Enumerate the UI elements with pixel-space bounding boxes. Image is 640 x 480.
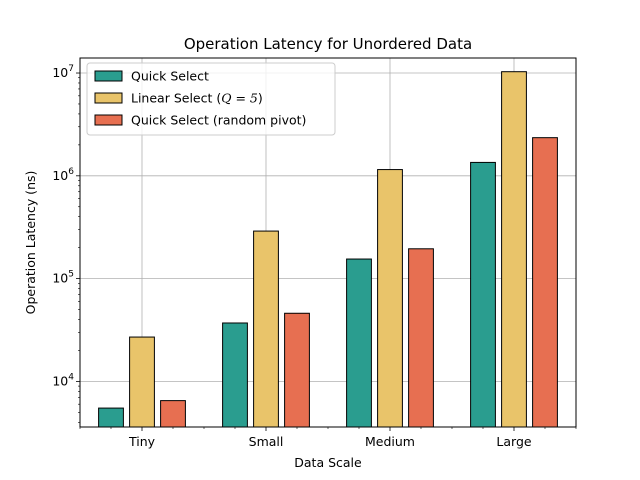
legend-label-math: Q = 5 — [221, 91, 258, 106]
x-tick-label: Large — [496, 434, 531, 449]
legend-label-prefix: Linear Select ( — [131, 91, 221, 106]
y-tick-label-base: 10 — [52, 271, 68, 286]
chart-title: Operation Latency for Unordered Data — [184, 35, 472, 53]
legend: Quick Select Linear Select (Q = 5) Quick S… — [86, 62, 336, 136]
bar-series-2-medium — [408, 248, 434, 428]
bar-series-0-medium — [346, 258, 372, 428]
bar-series-1-small — [253, 230, 279, 428]
y-tick-label-base: 10 — [52, 168, 68, 183]
x-tick-label: Small — [249, 434, 284, 449]
y-tick-label-exponent: 4 — [68, 372, 74, 382]
bar-series-1-large — [501, 71, 527, 428]
y-tick-label-base: 10 — [52, 373, 68, 388]
legend-label-suffix: ) — [258, 91, 263, 106]
y-tick-label: 107 — [52, 64, 74, 80]
bar-series-1-medium — [377, 169, 403, 428]
bar-series-0-tiny — [98, 407, 124, 428]
legend-swatch — [94, 70, 123, 82]
y-tick-label: 104 — [52, 372, 74, 388]
x-tick-label: Tiny — [128, 434, 156, 449]
y-tick-label-exponent: 6 — [68, 167, 74, 177]
legend-label: Quick Select — [131, 69, 209, 84]
bar-series-2-large — [532, 137, 558, 428]
y-tick-label-base: 10 — [52, 65, 68, 80]
y-tick-label: 105 — [52, 270, 74, 286]
legend-label: Linear Select (Q = 5) — [131, 91, 263, 106]
y-tick-label: 106 — [52, 167, 74, 183]
legend-swatch — [94, 114, 123, 126]
y-axis-label: Operation Latency (ns) — [23, 171, 38, 315]
legend-frame — [86, 62, 336, 136]
bar-series-0-large — [470, 161, 496, 428]
bar-series-2-small — [284, 312, 310, 428]
bar-series-2-tiny — [160, 400, 186, 428]
y-tick-label-exponent: 5 — [68, 270, 74, 280]
x-axis-label: Data Scale — [294, 455, 362, 470]
bar-series-1-tiny — [129, 336, 155, 428]
bars-layer — [98, 71, 558, 428]
x-tick-label: Medium — [365, 434, 415, 449]
legend-swatch — [94, 92, 123, 104]
bar-series-0-small — [222, 322, 248, 428]
y-tick-label-exponent: 7 — [68, 64, 74, 74]
legend-label: Quick Select (random pivot) — [131, 113, 306, 128]
